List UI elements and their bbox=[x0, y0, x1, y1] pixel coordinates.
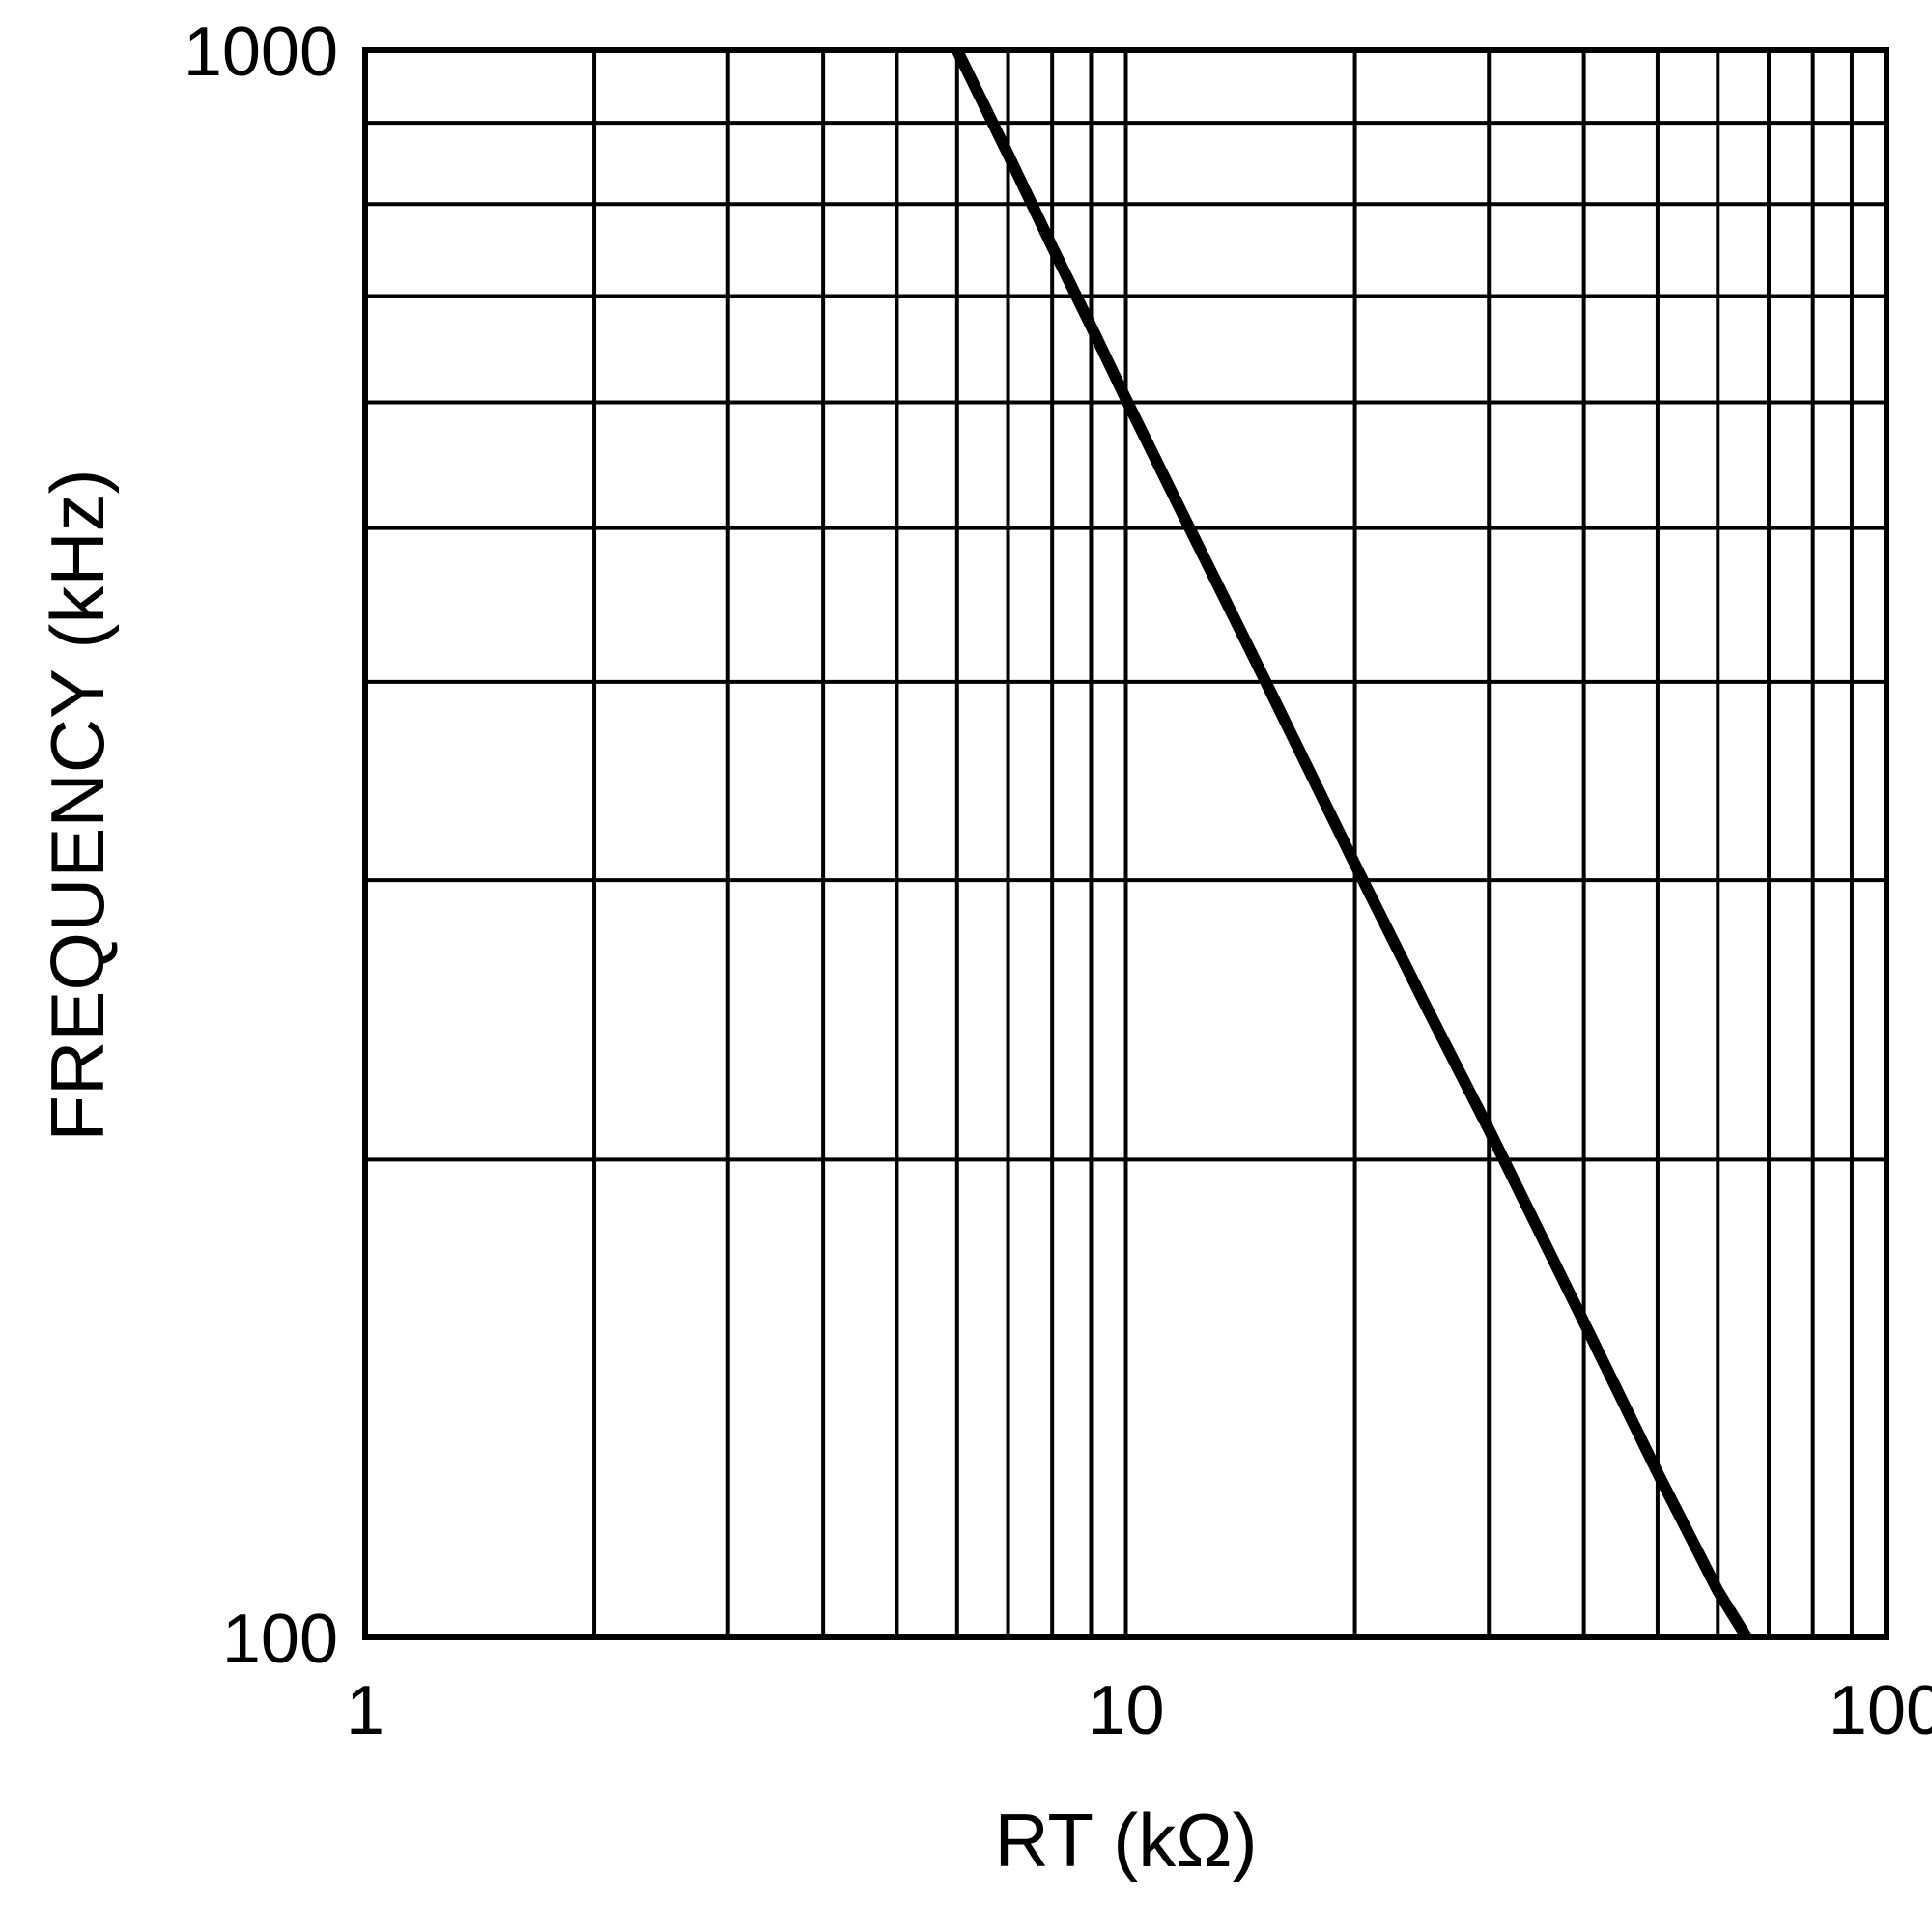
y-tick-label-1000: 1000 bbox=[184, 14, 338, 91]
y-tick-labels: 100 1000 bbox=[184, 14, 338, 1678]
x-tick-label-10: 10 bbox=[1087, 1672, 1164, 1749]
grid-lines bbox=[363, 48, 1889, 1639]
x-axis-title: RT (kΩ) bbox=[994, 1798, 1257, 1883]
plot-frame bbox=[362, 47, 1889, 1640]
x-tick-labels: 1 10 100 bbox=[346, 1672, 1932, 1749]
y-tick-label-100: 100 bbox=[222, 1601, 338, 1678]
x-tick-label-1: 1 bbox=[346, 1672, 384, 1749]
x-tick-label-100: 100 bbox=[1829, 1672, 1932, 1749]
y-axis-title: FREQUENCY (kHz) bbox=[35, 469, 120, 1141]
series-line bbox=[952, 50, 1754, 1637]
